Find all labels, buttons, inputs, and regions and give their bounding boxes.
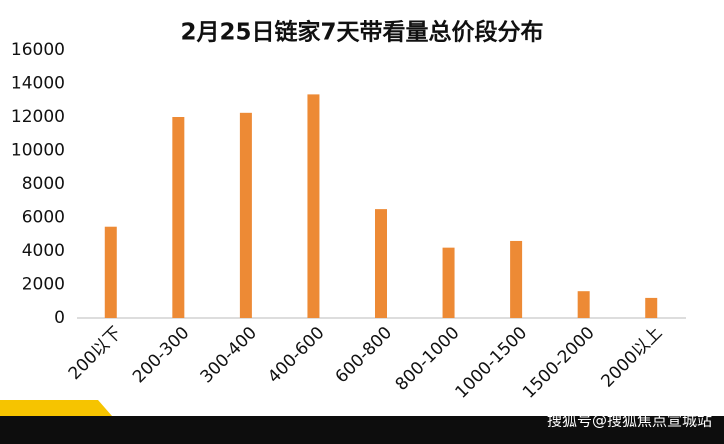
bar — [510, 240, 523, 318]
bar — [645, 297, 658, 318]
y-tick-label: 14000 — [11, 74, 65, 94]
chart-title: 2月25日链家7天带看量总价段分布 — [180, 19, 543, 46]
y-tick-label: 8000 — [22, 174, 65, 194]
y-tick-label: 16000 — [11, 40, 65, 60]
y-tick-label: 4000 — [22, 241, 65, 261]
y-tick-label: 2000 — [22, 275, 65, 295]
bar — [307, 94, 320, 318]
y-tick-label: 10000 — [11, 141, 65, 161]
footer-band — [0, 416, 724, 444]
bar — [577, 291, 590, 318]
bar — [442, 247, 455, 318]
y-tick-label: 12000 — [11, 107, 65, 127]
y-tick-label: 6000 — [22, 208, 65, 228]
decor-stripe — [0, 400, 112, 416]
bar — [172, 117, 185, 318]
bar — [375, 209, 387, 318]
bar — [104, 226, 117, 318]
watermark: 搜狐号@搜狐焦点宣城站 — [547, 412, 712, 430]
bar — [239, 112, 252, 318]
y-tick-label: 0 — [54, 308, 65, 328]
